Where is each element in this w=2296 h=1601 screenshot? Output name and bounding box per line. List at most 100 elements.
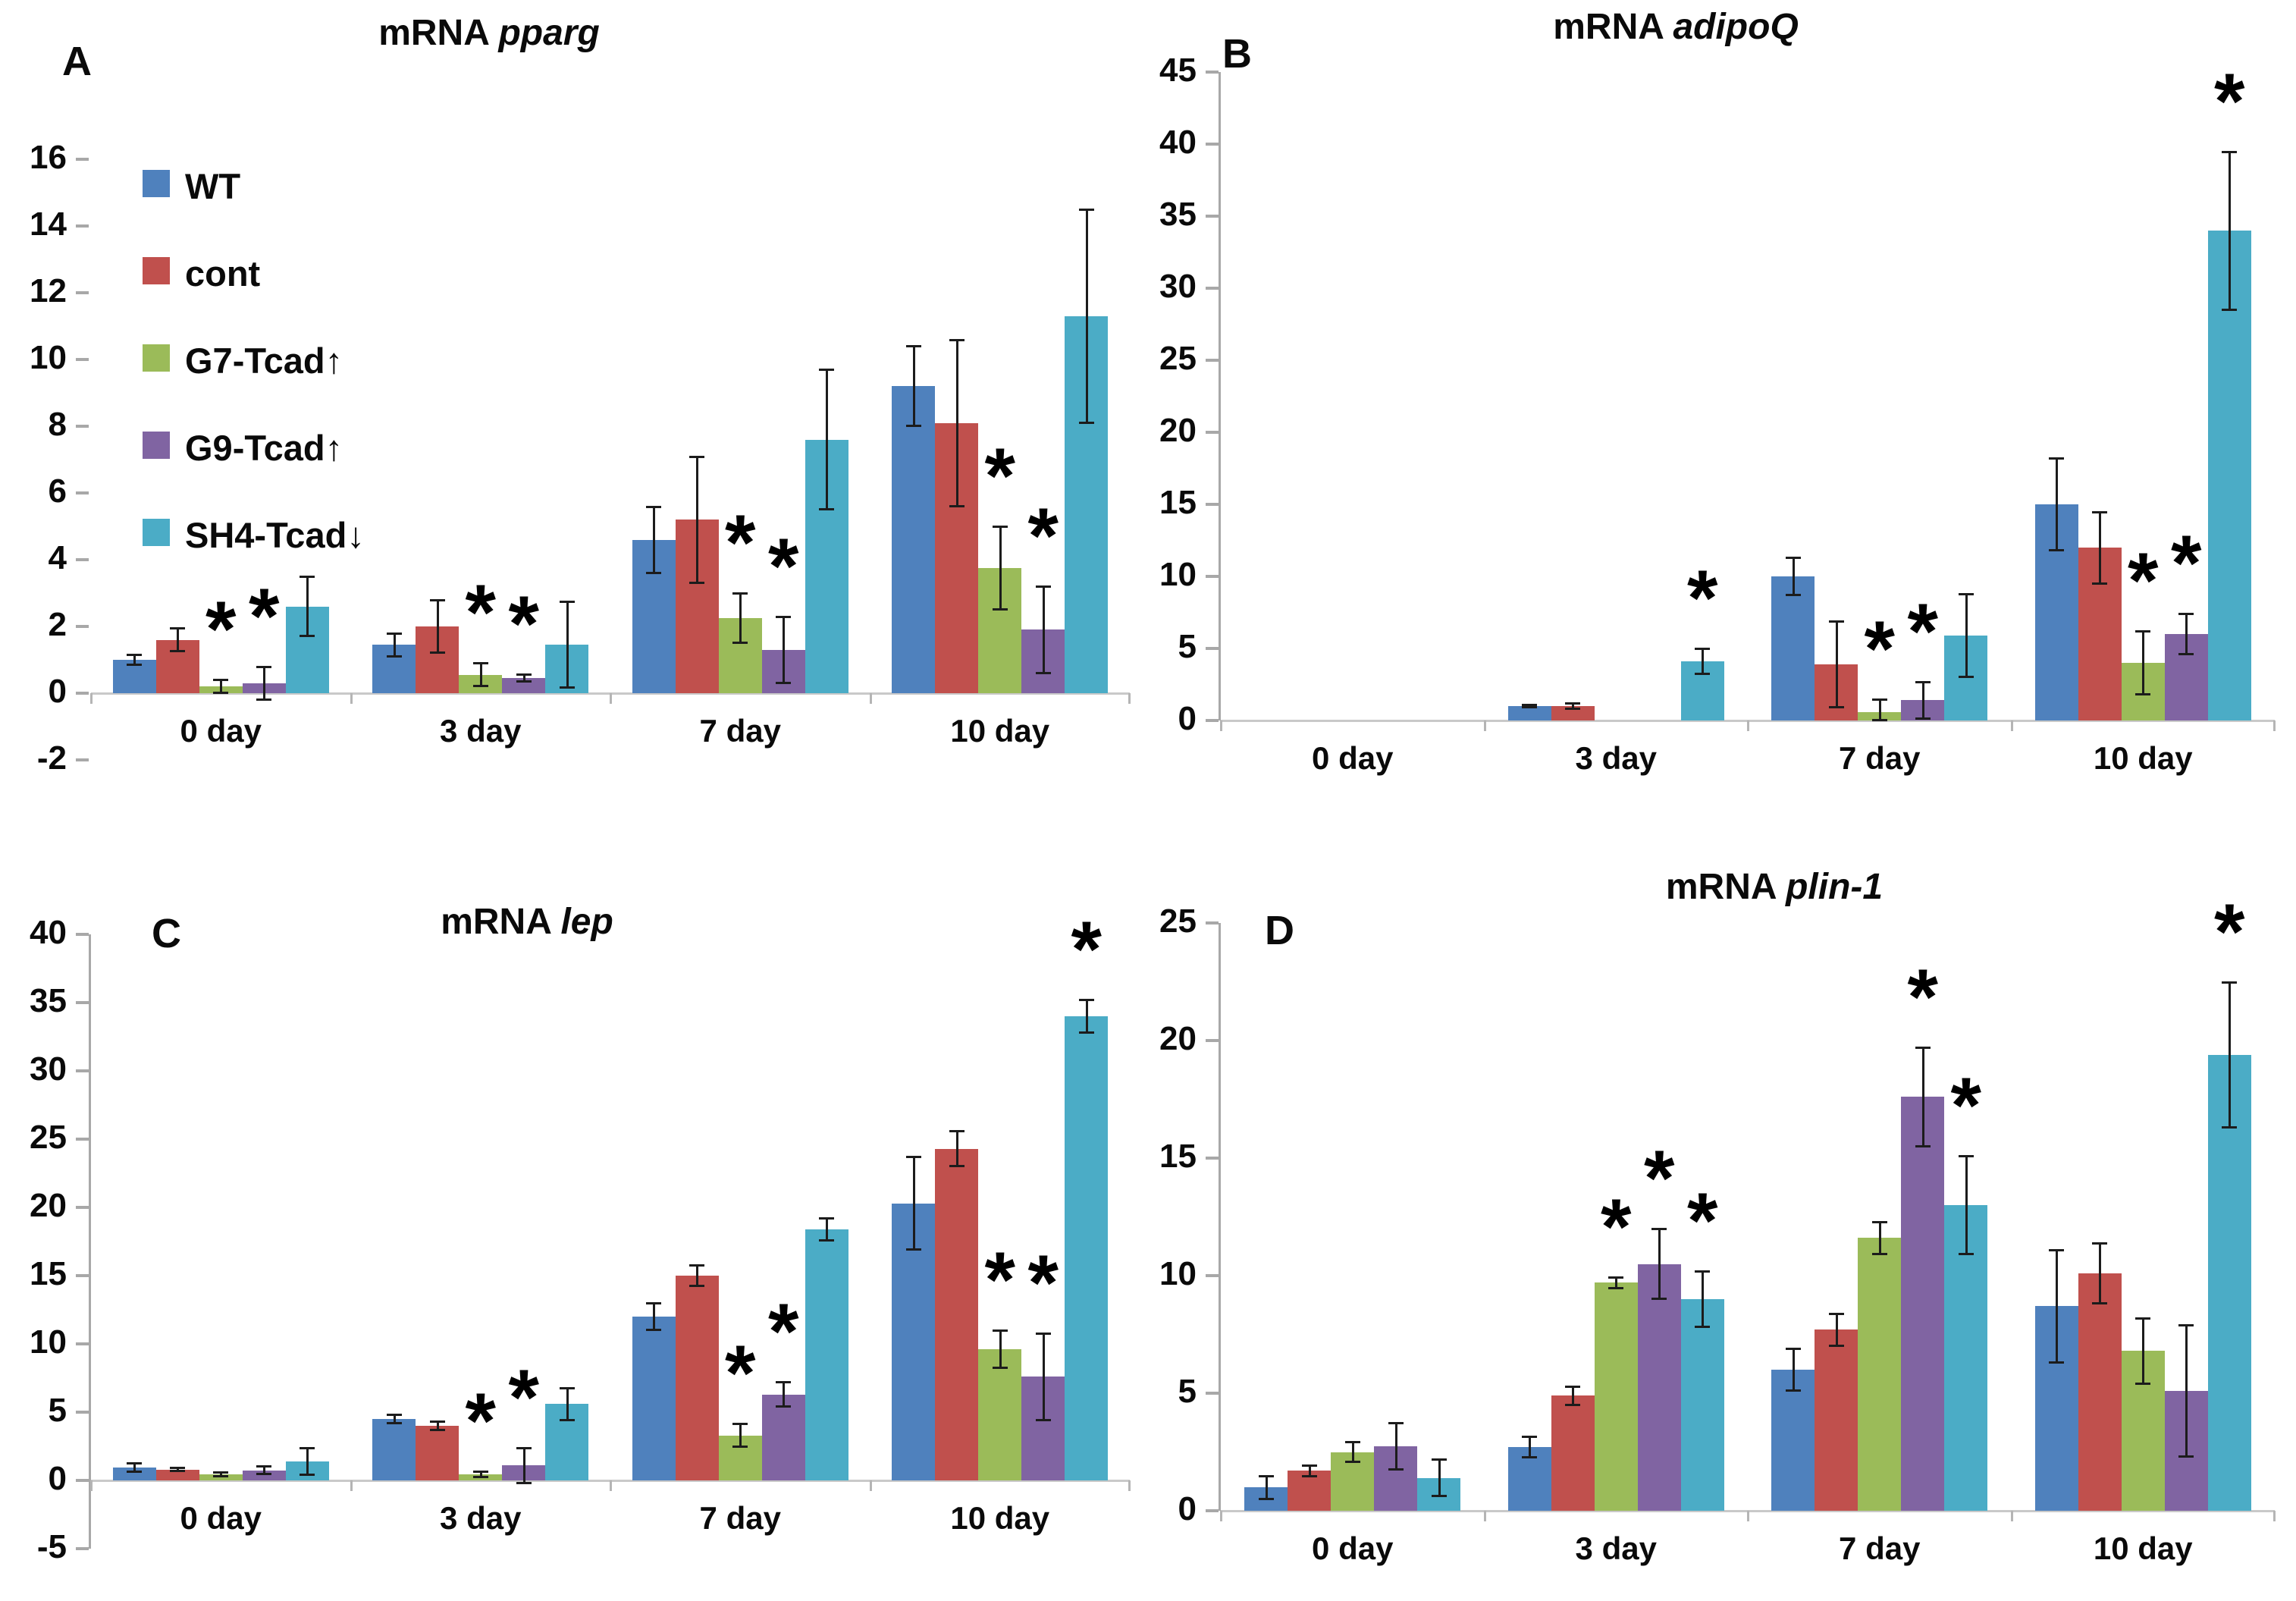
error-bar — [1042, 586, 1045, 673]
error-bar-cap — [1828, 1312, 1844, 1315]
error-bar — [522, 673, 525, 683]
error-bar-cap — [213, 1471, 229, 1474]
error-bar-cap — [2222, 981, 2238, 984]
error-bar-cap — [429, 1420, 445, 1423]
error-bar-cap — [1078, 209, 1094, 211]
y-tick — [76, 358, 89, 361]
bar — [1288, 1471, 1331, 1511]
y-tick — [1206, 215, 1219, 218]
legend-label: G7-Tcad↑ — [185, 341, 343, 381]
error-bar-cap — [1651, 1298, 1667, 1300]
error-bar-cap — [646, 505, 662, 508]
error-bar-cap — [516, 1481, 532, 1484]
error-bar-cap — [1035, 1332, 1051, 1335]
error-bar-cap — [2135, 1317, 2151, 1320]
bar — [1944, 1205, 1988, 1511]
y-tick-label: 40 — [1159, 124, 1197, 161]
error-bar-cap — [1871, 1220, 1887, 1223]
error-bar-cap — [516, 1446, 532, 1449]
error-bar-cap — [1035, 1418, 1051, 1421]
error-bar — [999, 526, 1002, 610]
error-bar — [306, 576, 309, 637]
error-bar-cap — [992, 1367, 1008, 1370]
error-bar-cap — [1344, 1461, 1360, 1464]
bar — [1680, 1299, 1724, 1511]
bar — [2207, 1054, 2251, 1511]
y-tick-label: 5 — [48, 1392, 67, 1429]
error-bar-cap — [732, 642, 748, 644]
error-bar — [1835, 1313, 1838, 1346]
error-bar — [220, 1472, 223, 1477]
category-tick — [350, 693, 353, 704]
error-bar — [783, 616, 786, 683]
error-bar — [1085, 209, 1088, 423]
error-bar — [2099, 511, 2102, 584]
bar — [1637, 1264, 1681, 1511]
error-bar-cap — [2092, 1302, 2108, 1305]
significance-asterisk: * — [1071, 906, 1102, 994]
error-bar-cap — [300, 1446, 315, 1449]
error-bar-cap — [386, 632, 402, 635]
error-bar-cap — [1871, 1253, 1887, 1256]
y-tick — [76, 1001, 89, 1004]
x-category-label: 3 day — [1575, 1530, 1657, 1566]
error-bar-cap — [559, 1418, 575, 1421]
error-bar-cap — [949, 1165, 965, 1167]
x-category-label: 10 day — [2093, 1530, 2193, 1566]
error-bar — [1394, 1422, 1397, 1470]
error-bar — [1308, 1464, 1311, 1477]
panel-label-C: C — [152, 911, 181, 956]
error-bar-cap — [1871, 698, 1887, 701]
y-tick-label: 30 — [30, 1050, 67, 1088]
error-bar-cap — [949, 338, 965, 341]
title-gene: plin-1 — [1786, 867, 1884, 907]
significance-asterisk: * — [1601, 1182, 1632, 1271]
bar — [978, 1349, 1022, 1480]
error-bar-cap — [1565, 1403, 1581, 1406]
y-tick — [76, 1547, 89, 1550]
y-tick-label: 14 — [30, 206, 67, 243]
error-bar — [2142, 631, 2145, 695]
y-tick — [1206, 359, 1219, 362]
error-bar — [653, 506, 656, 573]
significance-asterisk: * — [984, 432, 1015, 520]
error-bar-cap — [1431, 1495, 1447, 1498]
error-bar — [826, 1217, 829, 1242]
error-bar — [1878, 698, 1881, 720]
y-tick-label: 2 — [48, 606, 67, 643]
bar — [805, 1229, 848, 1480]
chart-title-C: mRNA lep — [8, 901, 1046, 943]
y-tick — [1206, 647, 1219, 650]
y-tick — [76, 692, 89, 695]
y-tick — [1206, 1157, 1219, 1160]
error-bar-cap — [689, 581, 705, 584]
significance-asterisk: * — [725, 1329, 756, 1418]
error-bar — [263, 666, 266, 700]
error-bar-cap — [819, 1216, 835, 1220]
y-tick-label: 10 — [30, 1323, 67, 1361]
y-tick-label: 8 — [48, 406, 67, 443]
error-bar-cap — [732, 1445, 748, 1448]
error-bar — [393, 1414, 396, 1424]
y-tick-label: 12 — [30, 272, 67, 309]
category-tick — [869, 693, 872, 704]
y-tick-label: 0 — [1178, 700, 1197, 737]
panel-label-B: B — [1222, 31, 1252, 77]
significance-asterisk: * — [1864, 604, 1895, 693]
y-tick-label: 25 — [1159, 340, 1197, 377]
error-bar — [1792, 557, 1795, 595]
legend-swatch-g7 — [143, 344, 170, 372]
x-category-label: 7 day — [699, 713, 781, 749]
error-bar-cap — [170, 1470, 186, 1473]
error-bar-cap — [170, 627, 186, 630]
category-tick — [610, 693, 612, 704]
y-tick-label: 35 — [1159, 196, 1197, 233]
x-category-label: 10 day — [950, 1500, 1050, 1536]
legend-swatch-cont — [143, 257, 170, 284]
significance-asterisk: * — [508, 1353, 539, 1442]
bar — [2207, 231, 2251, 720]
error-bar-cap — [776, 615, 792, 618]
bar — [761, 1394, 805, 1480]
error-bar — [2056, 458, 2059, 551]
